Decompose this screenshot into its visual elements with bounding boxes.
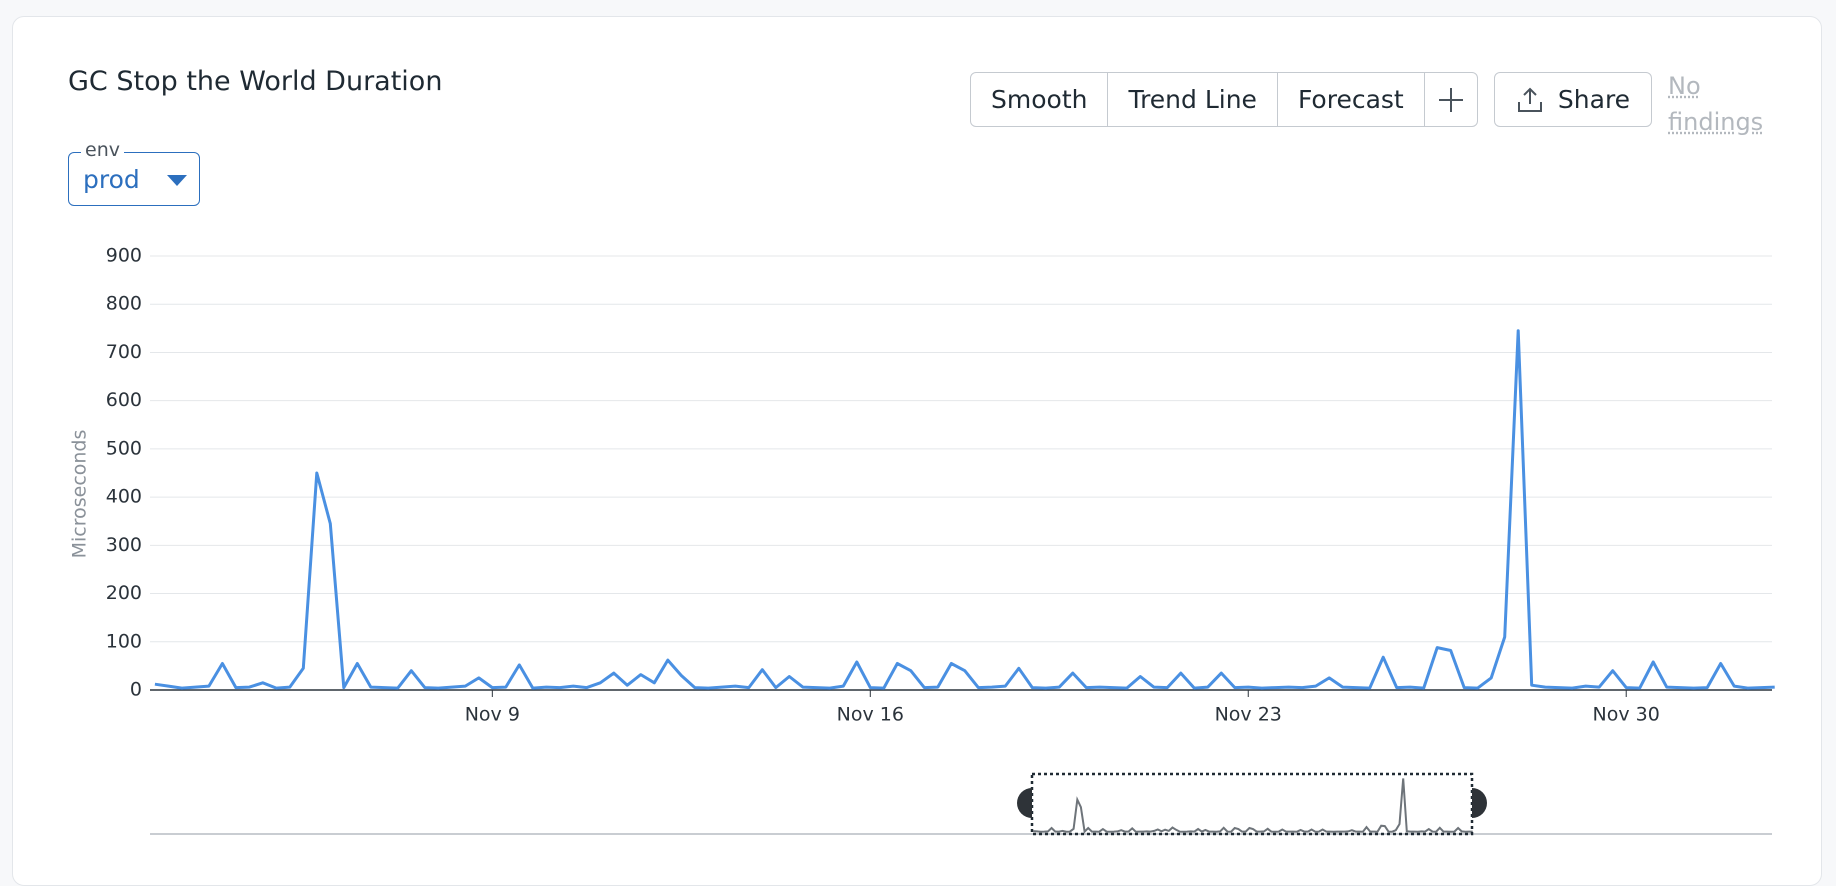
y-tick-label: 200 bbox=[106, 582, 142, 604]
plus-icon bbox=[1438, 87, 1463, 112]
dropdown-arrow bbox=[167, 175, 187, 186]
card bbox=[12, 16, 1822, 886]
page: {"ui": {"buttons": ["Smooth", "Trend Lin… bbox=[12, 16, 1822, 886]
chart: Microseconds 0 100 200 300 400 500 600 700 800 90… bbox=[69, 245, 1775, 836]
share-label: Share bbox=[1557, 85, 1631, 114]
x-tick-label: Nov 9 bbox=[465, 704, 520, 726]
x-tick-label: Nov 30 bbox=[1593, 704, 1660, 726]
chart-title: GC Stop the World Duration bbox=[68, 66, 443, 97]
filter-value: prod bbox=[83, 165, 140, 194]
x-tick-label: Nov 23 bbox=[1215, 704, 1282, 726]
add-button[interactable] bbox=[1425, 73, 1477, 126]
y-tick-label: 700 bbox=[106, 341, 142, 363]
env-filter[interactable]: env prod bbox=[68, 139, 200, 206]
y-tick-label: 100 bbox=[106, 630, 142, 652]
y-tick-label: 800 bbox=[106, 293, 142, 315]
y-tick-label: 500 bbox=[106, 437, 142, 459]
data-line bbox=[154, 329, 1775, 690]
smooth-button[interactable]: Smooth bbox=[971, 73, 1109, 126]
y-tick-label: 0 bbox=[130, 679, 142, 701]
navigator-handle-left bbox=[1017, 788, 1032, 818]
y-tick-label: 600 bbox=[106, 389, 142, 411]
y-tick-label: 400 bbox=[106, 486, 142, 508]
navigator-line bbox=[1033, 778, 1473, 834]
share-button[interactable]: Share bbox=[1494, 72, 1652, 127]
forecast-button[interactable]: Forecast bbox=[1278, 73, 1425, 126]
trend-line-button[interactable]: Trend Line bbox=[1108, 73, 1278, 126]
button-group: Smooth Trend Line Forecast bbox=[970, 72, 1478, 127]
findings-link[interactable]: No findings bbox=[1668, 72, 1764, 136]
navigator-handle-right bbox=[1472, 788, 1487, 818]
x-tick-label: Nov 16 bbox=[837, 704, 904, 726]
filter-label: env bbox=[81, 139, 124, 161]
share-icon bbox=[1517, 87, 1542, 112]
y-tick-label: 300 bbox=[106, 534, 142, 556]
y-axis-label: Microseconds bbox=[69, 430, 91, 559]
y-tick-label: 900 bbox=[106, 245, 142, 267]
